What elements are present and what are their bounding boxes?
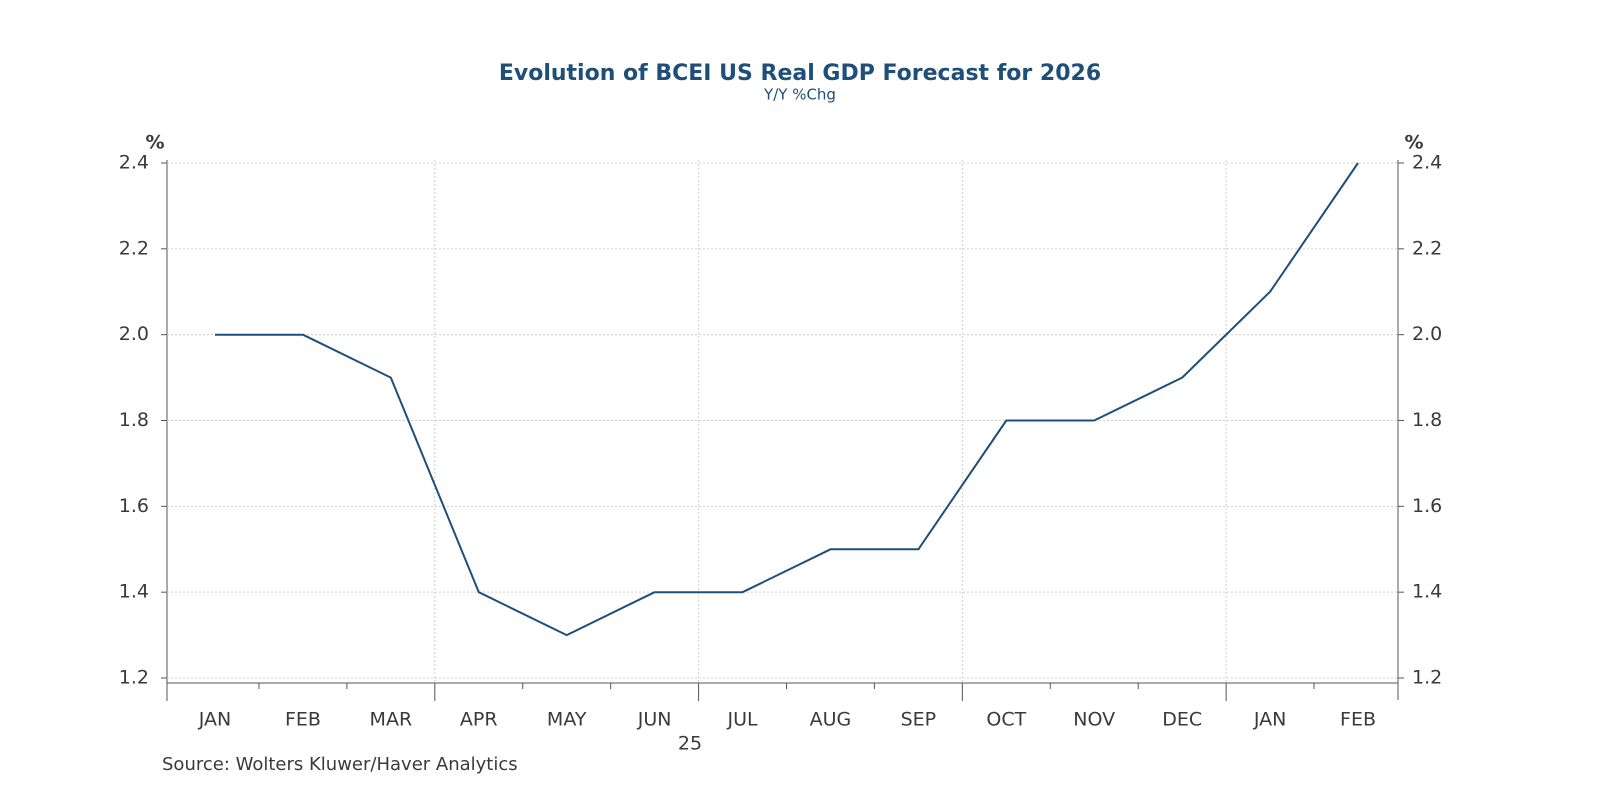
y-tick-label: 2.4 — [119, 152, 149, 174]
x-tick-label: FEB — [1340, 709, 1376, 731]
y-tick-label: 1.8 — [119, 409, 149, 431]
year-label: 25 — [678, 733, 702, 755]
x-tick-label: JAN — [198, 709, 231, 731]
y2-tick-label: 1.4 — [1412, 581, 1442, 603]
y-tick-label: 2.0 — [119, 323, 149, 345]
y2-tick-label: 1.6 — [1412, 495, 1442, 517]
x-tick-label: APR — [460, 709, 498, 731]
x-tick-label: NOV — [1073, 709, 1115, 731]
y-tick-label: 2.2 — [119, 237, 149, 259]
x-tick-label: MAR — [370, 709, 413, 731]
y-axis-label: % — [145, 132, 164, 154]
x-tick-label: JUL — [726, 709, 758, 731]
x-tick-label: DEC — [1162, 709, 1202, 731]
x-tick-label: SEP — [901, 709, 937, 731]
y-tick-label: 1.4 — [119, 581, 149, 603]
y2-tick-label: 1.8 — [1412, 409, 1442, 431]
y2-tick-label: 1.2 — [1412, 667, 1442, 689]
y2-tick-label: 2.0 — [1412, 323, 1442, 345]
chart-subtitle: Y/Y %Chg — [763, 86, 836, 104]
x-tick-label: MAY — [547, 709, 587, 731]
x-tick-label: FEB — [285, 709, 321, 731]
y2-tick-label: 2.4 — [1412, 152, 1442, 174]
y-tick-label: 1.6 — [119, 495, 149, 517]
x-tick-label: OCT — [986, 709, 1026, 731]
x-tick-label: JUN — [637, 709, 672, 731]
source-note: Source: Wolters Kluwer/Haver Analytics — [162, 754, 518, 775]
x-tick-label: AUG — [810, 709, 852, 731]
y2-tick-label: 2.2 — [1412, 237, 1442, 259]
y-tick-label: 1.2 — [119, 667, 149, 689]
x-tick-label: JAN — [1253, 709, 1286, 731]
y2-axis-label: % — [1404, 132, 1423, 154]
chart-title: Evolution of BCEI US Real GDP Forecast f… — [499, 61, 1101, 86]
data-line — [215, 162, 1359, 637]
